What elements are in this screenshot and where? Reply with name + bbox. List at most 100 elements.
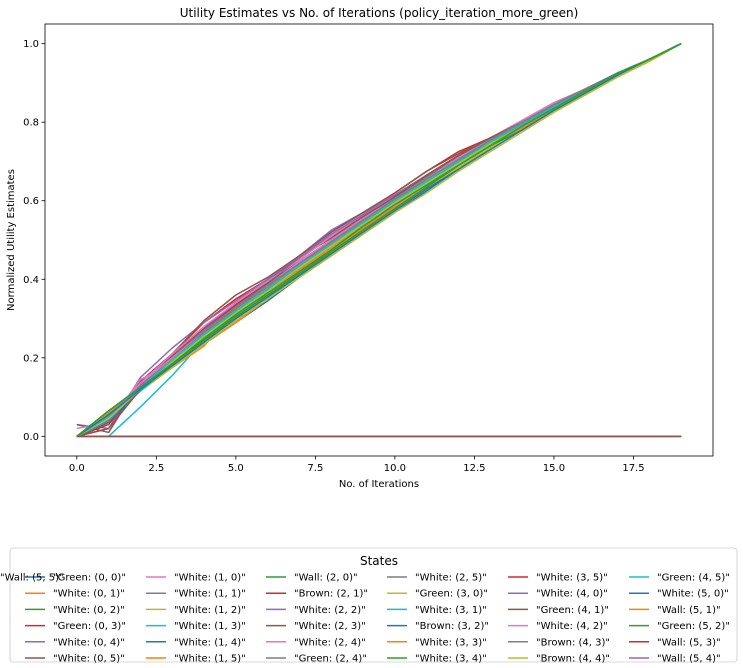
chart-title: Utility Estimates vs No. of Iterations (… — [180, 6, 579, 20]
x-axis-ticks: 0.0 2.5 5.0 7.5 10.0 12.5 15.0 17.5 — [69, 456, 645, 474]
legend-label: "Green: (3, 0)" — [415, 589, 488, 600]
legend-entry: "Brown: (4, 4)" — [508, 654, 610, 665]
legend-label: "White: (2, 4)" — [294, 637, 366, 648]
legend-label: "Wall: (2, 0)" — [294, 573, 358, 584]
legend-entry: "Brown: (3, 2)" — [387, 621, 489, 632]
legend-entry: "Wall: (5, 4)" — [629, 654, 721, 665]
x-tick-label: 15.0 — [543, 463, 565, 474]
series-line-33 — [76, 42, 682, 437]
legend-entry: "White: (4, 2)" — [508, 621, 608, 632]
x-tick-label: 10.0 — [384, 463, 406, 474]
y-tick-label: 0.2 — [23, 353, 39, 364]
legend-entry: "White: (1, 1)" — [146, 589, 246, 600]
legend-label: "White: (4, 0)" — [536, 589, 608, 600]
legend-label: "White: (1, 0)" — [174, 573, 246, 584]
x-tick-label: 0.0 — [69, 463, 85, 474]
legend-label: "White: (3, 5)" — [536, 573, 608, 584]
legend-entry: "White: (2, 5)" — [387, 573, 487, 584]
legend-entry: "White: (3, 4)" — [387, 654, 487, 665]
legend-label: "Brown: (2, 1)" — [294, 589, 368, 600]
x-tick-label: 5.0 — [228, 463, 244, 474]
x-tick-label: 17.5 — [622, 463, 644, 474]
legend-label: "White: (1, 5)" — [174, 654, 246, 665]
legend-entry: "Wall: (5, 1)" — [629, 605, 721, 616]
series-line-7 — [76, 42, 682, 437]
legend-entry: "Green: (5, 2)" — [629, 621, 730, 632]
series-line-18 — [76, 42, 682, 437]
legend-label: "Green: (5, 2)" — [657, 621, 730, 632]
legend-entry: "White: (1, 0)" — [146, 573, 246, 584]
legend-box — [9, 547, 738, 663]
y-tick-label: 1.0 — [23, 39, 39, 50]
legend-label: "White: (0, 5)" — [53, 654, 125, 665]
series-line-26 — [76, 42, 682, 438]
legend-entry: "White: (0, 5)" — [25, 654, 125, 665]
x-tick-label: 7.5 — [307, 463, 323, 474]
legend-entry: "Wall: (5, 3)" — [629, 637, 721, 648]
series-line-23 — [76, 42, 682, 438]
y-axis-ticks: 0.0 0.2 0.4 0.6 0.8 1.0 — [23, 39, 45, 443]
legend-label: "White: (3, 3)" — [415, 637, 487, 648]
legend-label: "Brown: (4, 3)" — [536, 637, 610, 648]
series-line-16 — [76, 42, 682, 438]
legend-entry: "White: (3, 1)" — [387, 605, 487, 616]
legend-label: "Green: (4, 1)" — [536, 605, 609, 616]
legend-entry: "White: (1, 5)" — [146, 654, 246, 665]
series-line-13 — [76, 42, 682, 438]
legend-label: "Wall: (5, 5)" — [0, 573, 64, 584]
legend-entry: "White: (3, 3)" — [387, 637, 487, 648]
y-tick-label: 0.0 — [23, 432, 39, 443]
legend-entry: "White: (1, 3)" — [146, 621, 246, 632]
legend-entry: "Brown: (2, 1)" — [266, 589, 368, 600]
legend-label: "Brown: (4, 4)" — [536, 654, 610, 665]
legend-entry: "Green: (0, 3)" — [25, 621, 126, 632]
legend-entry: "White: (4, 0)" — [508, 589, 608, 600]
legend-label: "Green: (2, 4)" — [294, 654, 367, 665]
legend-label: "White: (3, 1)" — [415, 605, 487, 616]
y-tick-label: 0.8 — [23, 118, 39, 129]
legend-entry: "White: (5, 0)" — [629, 589, 729, 600]
series-line-22 — [76, 42, 682, 437]
legend-label: "White: (0, 2)" — [53, 605, 125, 616]
series-line-15 — [76, 42, 682, 438]
legend-entry: "Wall: (5, 5)" — [0, 573, 64, 584]
legend-entry: "Green: (3, 0)" — [387, 589, 488, 600]
series-line-14 — [76, 42, 682, 438]
legend-title: States — [360, 554, 398, 568]
series-line-10 — [76, 42, 682, 438]
y-tick-label: 0.6 — [23, 196, 39, 207]
y-axis-label: Normalized Utility Estimates — [6, 169, 17, 311]
legend-label: "White: (2, 5)" — [415, 573, 487, 584]
legend-label: "White: (3, 4)" — [415, 654, 487, 665]
legend-label: "Wall: (5, 3)" — [657, 637, 721, 648]
series-line-24 — [76, 42, 682, 438]
x-tick-label: 2.5 — [148, 463, 164, 474]
legend-label: "White: (5, 0)" — [657, 589, 729, 600]
series-line-17 — [76, 42, 682, 437]
series-line-30 — [76, 42, 682, 437]
legend-entry: "White: (1, 4)" — [146, 637, 246, 648]
legend-label: "White: (1, 1)" — [174, 589, 246, 600]
series-line-11 — [76, 42, 682, 437]
legend-entry: "Green: (0, 0)" — [25, 573, 126, 584]
series-line-1 — [76, 42, 682, 437]
series-line-28 — [76, 42, 682, 438]
legend-label: "White: (4, 2)" — [536, 621, 608, 632]
series-line-8 — [76, 42, 682, 437]
legend-entry: "Green: (4, 1)" — [508, 605, 609, 616]
legend-label: "Wall: (5, 4)" — [657, 654, 721, 665]
legend-label: "Green: (4, 5)" — [657, 573, 730, 584]
series-line-21 — [76, 42, 682, 438]
legend: States "Green: (0, 0)" "White: (0, 1)" "Wh… — [0, 547, 738, 665]
legend-label: "Green: (0, 3)" — [53, 621, 126, 632]
legend-entry: "White: (0, 1)" — [25, 589, 125, 600]
series-line-9 — [76, 42, 682, 438]
axes-frame — [44, 23, 714, 457]
legend-entry: "Green: (4, 5)" — [629, 573, 730, 584]
x-tick-label: 12.5 — [463, 463, 485, 474]
series-line-3 — [76, 42, 682, 438]
x-axis-label: No. of Iterations — [339, 479, 419, 490]
series-line-25 — [76, 42, 682, 438]
legend-label: "White: (2, 3)" — [294, 621, 366, 632]
